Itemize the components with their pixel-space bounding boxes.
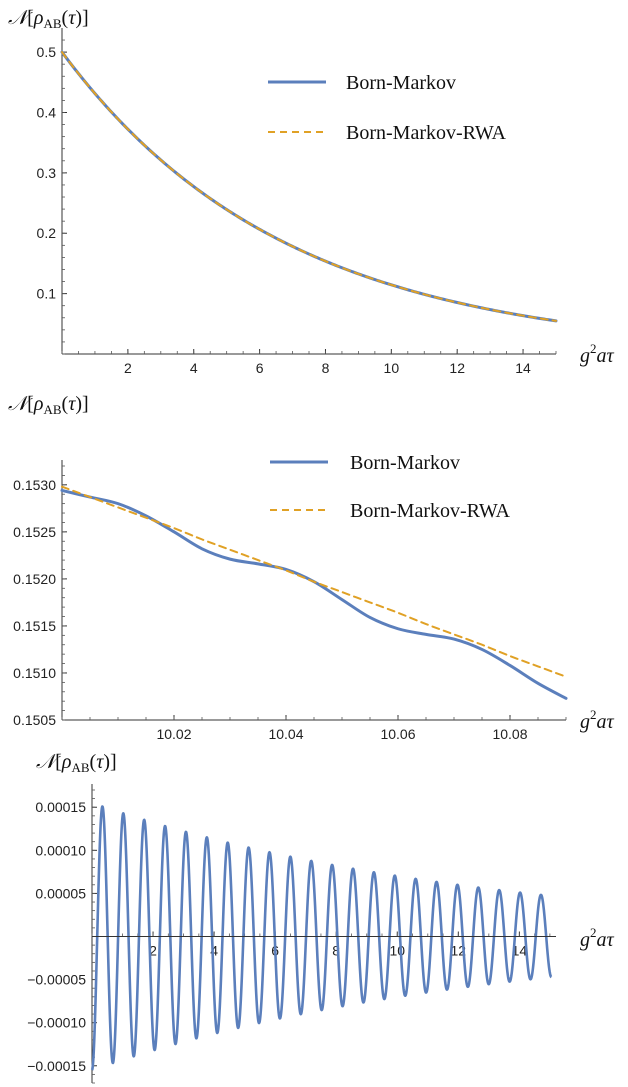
x-tick-label: 10.08 (492, 726, 527, 742)
x-tick-label: 8 (332, 943, 340, 959)
x-tick-label: 14 (515, 360, 531, 376)
y-tick-label: 0.5 (37, 44, 57, 60)
x-tick-label: 6 (256, 360, 264, 376)
legend-label: Born-Markov-RWA (346, 122, 507, 144)
x-tick-label: 8 (322, 360, 330, 376)
series-line-oscillation (90, 805, 553, 1071)
y-tick-label: 0.1520 (13, 571, 56, 587)
y-tick-label: −0.00010 (27, 1015, 86, 1031)
legend-label: Born-Markov (346, 72, 456, 94)
y-tick-label: 0.4 (37, 104, 57, 120)
y-tick-label: 0.00010 (35, 842, 86, 858)
x-tick-label: 2 (149, 943, 157, 959)
x-tick-label: 10 (389, 943, 405, 959)
y-tick-label: 0.00015 (35, 799, 86, 815)
x-axis-label: g2aτ (580, 707, 615, 733)
y-tick-label: −0.00015 (27, 1058, 86, 1074)
y-tick-label: 0.2 (37, 225, 57, 241)
y-axis-label: 𝒩[ρAB(τ)] (8, 7, 89, 31)
legend-label: Born-Markov (350, 452, 460, 474)
y-tick-label: 0.1525 (13, 524, 56, 540)
y-tick-label: 0.1510 (13, 665, 56, 681)
series-line-born-markov (60, 50, 558, 323)
x-tick-label: 10.04 (268, 726, 303, 742)
series-line-born-markov-rwa (61, 51, 557, 322)
y-tick-label: 0.1 (37, 286, 57, 302)
y-tick-label: 0.00005 (35, 885, 86, 901)
legend-label: Born-Markov-RWA (350, 500, 511, 522)
x-axis-label: g2aτ (580, 925, 615, 951)
y-tick-label: −0.00005 (27, 972, 86, 988)
y-tick-label: 0.3 (37, 165, 57, 181)
y-axis-label: 𝒩[ρAB(τ)] (36, 751, 117, 775)
x-tick-label: 2 (124, 360, 132, 376)
legend: Born-Markov Born-Markov-RWA (270, 452, 511, 522)
y-tick-label: 0.1515 (13, 618, 56, 634)
x-tick-label: 4 (190, 360, 198, 376)
x-tick-label: 10.02 (156, 726, 191, 742)
series-line-born-markov-rwa (61, 485, 567, 678)
chart-2: 10.02 10.04 10.06 10.08 0.1505 0.1510 0.1515 0.… (13, 452, 568, 742)
x-tick-label: 12 (449, 360, 465, 376)
legend: Born-Markov Born-Markov-RWA (268, 72, 507, 144)
x-tick-label: 10 (384, 360, 400, 376)
y-tick-label: 0.1530 (13, 477, 56, 493)
x-tick-label: 10.06 (380, 726, 415, 742)
chart-1: 2 4 6 8 10 12 140.10.20.30.40.5Born-MarkovBorn… (37, 28, 558, 376)
y-axis-label: 𝒩[ρAB(τ)] (8, 393, 89, 417)
chart-3: 2 4 6 8 10 12 14−0.00015−0.00010−0.000050.0000… (27, 784, 556, 1084)
y-tick-label: 0.1505 (13, 712, 56, 728)
x-axis-label: g2aτ (580, 341, 615, 367)
x-tick-label: 4 (210, 943, 218, 959)
x-tick-label: 14 (512, 943, 528, 959)
